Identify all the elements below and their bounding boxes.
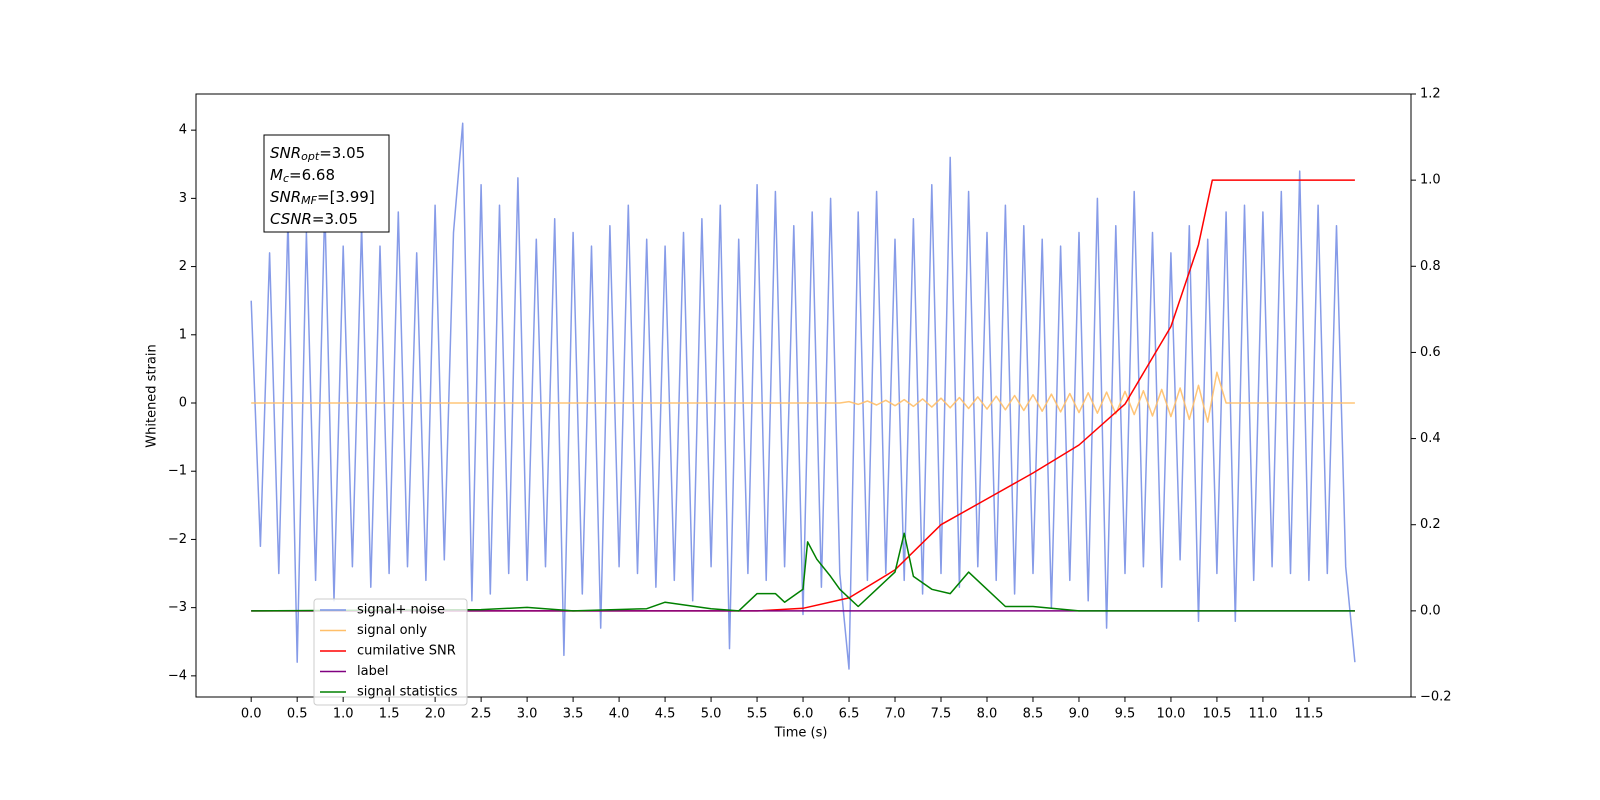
y-axis-label: Whitened strain <box>145 344 160 447</box>
y-tick-label: −2 <box>168 532 187 547</box>
x-tick-label: 4.5 <box>655 707 676 722</box>
legend-label: label <box>357 664 388 679</box>
annotation-symbol: SNR <box>270 144 301 162</box>
series-line <box>250 122 1356 670</box>
annotation: Mc=6.68 <box>270 166 335 186</box>
y-tick-label: 0 <box>179 396 187 411</box>
y2-tick-label: −0.2 <box>1420 690 1452 705</box>
annotation-symbol: CSNR <box>270 210 312 228</box>
annotation-subscript: opt <box>301 150 320 163</box>
annotation-text: =6.68 <box>289 166 335 184</box>
y2-tick-label: 1.0 <box>1420 173 1441 188</box>
series-line <box>251 179 1355 612</box>
x-tick-label: 5.5 <box>747 707 768 722</box>
x-tick-label: 4.0 <box>609 707 630 722</box>
annotation-box <box>263 134 390 233</box>
x-tick-label: 10.5 <box>1202 707 1231 722</box>
legend-label: signal statistics <box>357 685 458 700</box>
x-tick-label: 1.5 <box>379 707 400 722</box>
legend-label: signal+ noise <box>357 603 445 618</box>
x-tick-label: 6.5 <box>839 707 860 722</box>
x-tick-label: 8.5 <box>1023 707 1044 722</box>
y2-tick-label: 0.6 <box>1420 345 1441 360</box>
x-tick-label: 6.0 <box>793 707 814 722</box>
x-tick-label: 2.5 <box>471 707 492 722</box>
y2-tick-label: 0.8 <box>1420 259 1441 274</box>
y2-tick-label: 0.4 <box>1420 431 1441 446</box>
annotation-subscript: MF <box>301 194 317 207</box>
x-tick-label: 0.0 <box>241 707 262 722</box>
y-tick-label: 2 <box>179 259 187 274</box>
annotation: SNRopt=3.05 <box>270 144 365 164</box>
legend-label: signal only <box>357 623 427 638</box>
series-line <box>251 532 1355 612</box>
annotation-subscript: c <box>283 172 289 185</box>
x-tick-label: 9.5 <box>1115 707 1136 722</box>
y2-tick-label: 1.2 <box>1420 87 1441 102</box>
annotation: SNRMF=[3.99] <box>270 188 375 208</box>
x-tick-label: 2.0 <box>425 707 446 722</box>
x-tick-label: 7.5 <box>931 707 952 722</box>
x-tick-label: 5.0 <box>701 707 722 722</box>
x-tick-label: 3.5 <box>563 707 584 722</box>
x-tick-label: 3.0 <box>517 707 538 722</box>
x-tick-label: 11.0 <box>1248 707 1277 722</box>
legend <box>313 598 468 706</box>
x-tick-label: 1.0 <box>333 707 354 722</box>
x-axis-label: Time (s) <box>774 726 828 741</box>
annotation: CSNR=3.05 <box>270 210 358 228</box>
annotation-symbol: M <box>270 166 283 184</box>
y-tick-label: −4 <box>168 668 187 683</box>
legend-entries: signal+ noise signal only cumilative SNR la… <box>320 603 458 700</box>
series-line <box>251 371 1355 423</box>
x-tick-label: 9.0 <box>1069 707 1090 722</box>
y-tick-label: 3 <box>179 191 187 206</box>
x-tick-label: 10.0 <box>1156 707 1185 722</box>
x-tick-label: 7.0 <box>885 707 906 722</box>
y2-tick-label: 0.0 <box>1420 603 1441 618</box>
annotation-text: =3.05 <box>312 210 358 228</box>
y2-tick-label: 0.2 <box>1420 517 1441 532</box>
y-tick-label: −3 <box>168 600 187 615</box>
x-tick-label: 8.0 <box>977 707 998 722</box>
annotation-text: =[3.99] <box>317 188 375 206</box>
y-tick-label: −1 <box>168 464 187 479</box>
x-tick-label: 0.5 <box>287 707 308 722</box>
legend-label: cumilative SNR <box>357 644 456 659</box>
x-tick-label: 11.5 <box>1294 707 1323 722</box>
annotation-text: =3.05 <box>319 144 365 162</box>
y-tick-label: 4 <box>179 123 187 138</box>
y-tick-label: 1 <box>179 327 187 342</box>
annotation-symbol: SNR <box>270 188 301 206</box>
